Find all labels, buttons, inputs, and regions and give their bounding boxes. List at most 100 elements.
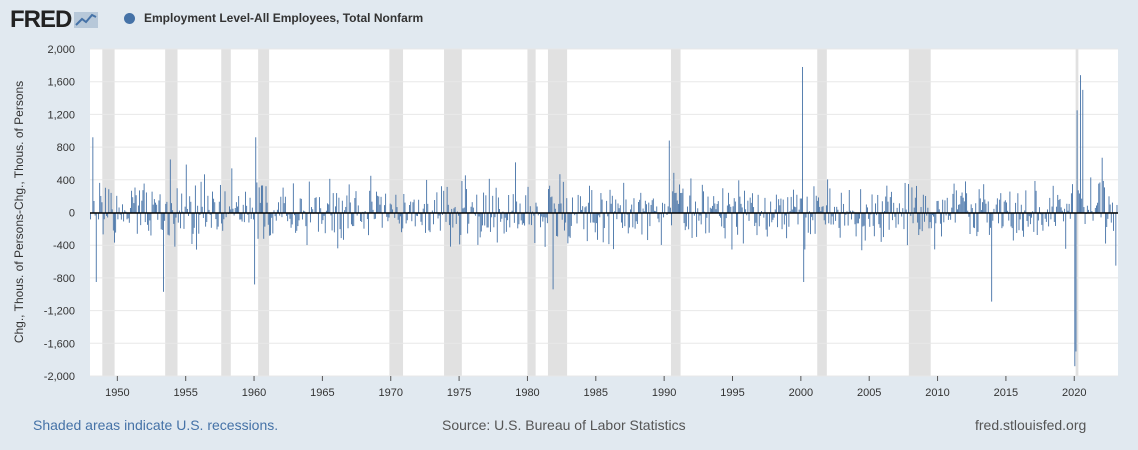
data-bar xyxy=(534,212,536,243)
data-bar xyxy=(156,204,158,213)
data-bar xyxy=(429,212,431,233)
data-bar xyxy=(511,210,513,213)
data-bar xyxy=(1108,196,1110,213)
data-bar xyxy=(225,212,227,218)
data-bar xyxy=(882,212,884,238)
data-bar xyxy=(328,204,330,213)
data-bar xyxy=(344,210,346,213)
data-bar xyxy=(101,202,103,213)
data-bar xyxy=(255,137,257,213)
data-bar xyxy=(341,200,343,213)
data-bar xyxy=(356,212,358,216)
data-bar xyxy=(265,186,267,213)
data-bar xyxy=(742,212,744,244)
data-bar xyxy=(314,197,316,213)
data-bar xyxy=(756,212,758,236)
data-bar xyxy=(545,212,547,218)
data-bar xyxy=(505,212,507,232)
data-bar xyxy=(454,206,456,213)
data-bar xyxy=(194,185,196,213)
data-bar xyxy=(951,207,953,213)
data-bar xyxy=(366,212,368,220)
data-bar xyxy=(439,212,441,231)
data-bar xyxy=(646,204,647,213)
data-bar xyxy=(790,196,792,213)
data-bar xyxy=(630,209,631,213)
data-bar xyxy=(698,212,700,221)
data-bar xyxy=(733,198,735,213)
data-bar xyxy=(1082,89,1084,213)
data-bar xyxy=(554,208,556,213)
data-bars xyxy=(90,66,1118,367)
data-bar xyxy=(94,212,96,216)
data-bar xyxy=(832,212,834,225)
site-link[interactable]: fred.stlouisfed.org xyxy=(975,417,1087,433)
trend-chart-icon xyxy=(74,12,99,28)
data-bar xyxy=(779,205,781,213)
data-bar xyxy=(388,212,390,218)
data-bar xyxy=(766,212,768,237)
data-bar xyxy=(864,212,866,241)
employment-chart: 2,000 1,600 1,200 800 400 0 -400 -800 -1,200 -1,6… xyxy=(12,44,1118,399)
data-bar xyxy=(258,187,260,213)
data-bar xyxy=(282,187,284,213)
data-bar xyxy=(1062,212,1064,222)
data-bar xyxy=(682,188,684,213)
data-bar xyxy=(1065,212,1067,249)
data-bar xyxy=(791,209,793,213)
data-bar xyxy=(1001,212,1003,229)
data-bar xyxy=(243,212,245,223)
data-bar xyxy=(823,212,825,221)
data-bar xyxy=(979,198,981,213)
fred-logo[interactable]: FRED xyxy=(10,5,99,35)
data-bar xyxy=(152,204,154,213)
data-bar xyxy=(570,212,572,226)
data-bar xyxy=(581,209,583,213)
data-bar xyxy=(635,212,637,222)
data-bar xyxy=(319,197,320,213)
data-bar xyxy=(651,200,653,213)
data-bar xyxy=(771,212,773,223)
data-bar xyxy=(1083,207,1085,213)
data-bar xyxy=(95,212,97,282)
data-bar xyxy=(491,212,493,218)
data-bar xyxy=(459,212,461,245)
data-bar xyxy=(879,212,881,228)
data-bar xyxy=(384,205,385,213)
data-bar xyxy=(1036,212,1038,236)
data-bar xyxy=(413,199,415,213)
data-bar xyxy=(590,212,592,223)
data-bar xyxy=(914,197,916,213)
data-bar xyxy=(218,201,220,213)
data-bar xyxy=(283,203,285,213)
data-bar xyxy=(930,212,932,229)
data-bar xyxy=(933,212,935,217)
data-bar xyxy=(574,212,576,216)
data-bar xyxy=(1057,194,1059,213)
data-bar xyxy=(297,212,299,227)
data-bar xyxy=(1116,204,1118,213)
data-bar xyxy=(618,208,620,213)
data-bar xyxy=(986,212,988,223)
data-bar xyxy=(178,210,180,213)
data-bar xyxy=(159,194,161,213)
data-bar xyxy=(305,212,307,227)
data-bar xyxy=(584,207,586,213)
data-bar xyxy=(347,212,349,229)
data-bar xyxy=(705,212,707,234)
data-bar xyxy=(321,212,323,224)
data-bar xyxy=(750,202,752,213)
data-bar xyxy=(1012,212,1014,241)
data-bar xyxy=(278,202,279,213)
data-bar xyxy=(765,212,767,230)
data-bar xyxy=(436,192,438,213)
data-bar xyxy=(183,212,185,229)
data-bar xyxy=(1042,212,1044,231)
data-bar xyxy=(102,212,104,235)
data-bar xyxy=(704,211,706,213)
data-bar xyxy=(460,212,462,235)
data-bar xyxy=(300,198,302,213)
data-bar xyxy=(136,212,138,234)
data-bar xyxy=(348,184,350,213)
data-bar xyxy=(206,212,208,223)
